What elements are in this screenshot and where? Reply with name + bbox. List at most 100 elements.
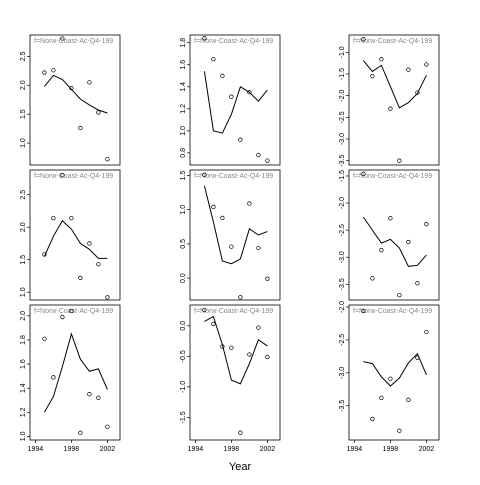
fit-line xyxy=(362,216,427,267)
x-tick-label: 2002 xyxy=(260,446,276,453)
data-point xyxy=(370,276,375,281)
y-tick-label: 1.5 xyxy=(20,255,27,265)
panel-title: f=Norw-Coast-Ac-Q4-199 xyxy=(194,173,273,180)
data-point xyxy=(265,158,270,163)
data-point xyxy=(51,375,56,380)
y-tick-label: 1.0 xyxy=(20,138,27,148)
y-tick-label: 1.6 xyxy=(20,359,27,369)
y-tick-label: -3.5 xyxy=(339,155,346,167)
panel-title: f=Norw-Coast-Ac-Q4-199 xyxy=(353,173,432,180)
data-point xyxy=(202,36,207,41)
x-tick-label: 1998 xyxy=(64,446,80,453)
panel-title: f=Norw-Coast-Ac-Q4-199 xyxy=(353,308,432,315)
data-point xyxy=(51,68,56,73)
data-point xyxy=(379,57,384,62)
panel-frame xyxy=(29,169,121,301)
y-tick-label: 1.4 xyxy=(20,383,27,393)
data-point xyxy=(78,125,83,131)
fit-line xyxy=(363,352,427,387)
data-point xyxy=(87,392,92,397)
y-tick-label: -2.5 xyxy=(339,224,346,236)
panel-title: f=Norw-Coast-Ac-Q4-199 xyxy=(34,173,113,180)
data-point xyxy=(229,345,234,350)
x-tick-label: 1998 xyxy=(383,446,399,453)
data-point xyxy=(220,73,225,78)
data-point xyxy=(96,262,101,267)
fit-line xyxy=(204,315,268,385)
y-tick-label: 2.0 xyxy=(20,222,27,232)
y-tick-label: 0.0 xyxy=(180,321,187,331)
data-point xyxy=(220,215,225,221)
panel-title: f=Norw-Coast-Ac-Q4-199 xyxy=(34,308,113,315)
x-tick-label: 1998 xyxy=(224,446,240,453)
data-point xyxy=(424,62,429,67)
panel-frame xyxy=(189,304,281,441)
y-tick-label: 1.8 xyxy=(20,335,27,345)
panel-title: f=Norw-Coast-Ac-Q4-199 xyxy=(194,38,273,45)
data-point xyxy=(105,424,110,429)
panel-frame xyxy=(189,169,281,301)
y-tick-label: 0.0 xyxy=(180,273,187,283)
data-point xyxy=(415,90,420,95)
data-point xyxy=(60,173,65,178)
y-tick-label: 1.4 xyxy=(180,82,187,92)
data-point xyxy=(256,245,261,251)
y-tick-label: -2.0 xyxy=(339,197,346,209)
panel-frame xyxy=(29,304,121,441)
data-point xyxy=(238,430,243,435)
data-point xyxy=(406,67,411,72)
y-tick-label: -1.5 xyxy=(180,411,187,423)
data-point xyxy=(388,216,393,221)
x-tick-label: 1994 xyxy=(28,446,44,453)
y-tick-label: 2.5 xyxy=(20,190,27,200)
x-tick-label: 2002 xyxy=(419,446,435,453)
y-tick-label: 1.0 xyxy=(20,431,27,441)
x-tick-label: 2002 xyxy=(100,446,116,453)
y-tick-label: -2.0 xyxy=(339,90,346,102)
data-point xyxy=(397,428,402,433)
y-tick-label: -3.0 xyxy=(339,251,346,263)
data-point xyxy=(238,137,243,142)
data-point xyxy=(229,94,234,99)
data-point xyxy=(202,307,207,313)
fit-line xyxy=(43,219,108,259)
panel-frame xyxy=(29,34,121,166)
data-point xyxy=(256,152,261,158)
data-point xyxy=(247,201,252,206)
y-tick-label: -1.5 xyxy=(339,170,346,182)
fit-line xyxy=(44,74,108,114)
data-point xyxy=(42,70,47,75)
data-point xyxy=(247,352,252,357)
data-point xyxy=(256,325,261,330)
data-point xyxy=(69,308,74,314)
data-point xyxy=(379,395,384,401)
data-point xyxy=(96,395,101,400)
y-tick-label: 1.5 xyxy=(20,109,27,119)
data-point xyxy=(361,37,366,42)
data-point xyxy=(78,275,83,281)
fit-line xyxy=(203,71,268,134)
y-tick-label: -1.0 xyxy=(339,46,346,58)
data-point xyxy=(370,416,375,422)
y-tick-label: 2.5 xyxy=(20,51,27,61)
data-point xyxy=(60,36,65,41)
y-tick-label: -2.0 xyxy=(339,301,346,313)
data-point xyxy=(397,158,402,163)
y-tick-label: -3.0 xyxy=(339,367,346,379)
data-point xyxy=(87,80,92,85)
y-tick-label: 1.5 xyxy=(180,171,187,181)
y-tick-label: -1.0 xyxy=(180,381,187,393)
x-tick-label: 1994 xyxy=(188,446,204,453)
x-axis-label: Year xyxy=(229,461,252,473)
data-point xyxy=(388,106,393,111)
panel-frame xyxy=(348,169,440,301)
data-point xyxy=(247,90,252,95)
y-tick-label: 1.8 xyxy=(180,38,187,48)
data-point xyxy=(105,157,110,162)
y-tick-label: 1.0 xyxy=(20,287,27,297)
data-point xyxy=(406,239,411,245)
data-point xyxy=(424,329,429,335)
panel-frame xyxy=(348,34,440,166)
fit-line xyxy=(203,185,268,265)
